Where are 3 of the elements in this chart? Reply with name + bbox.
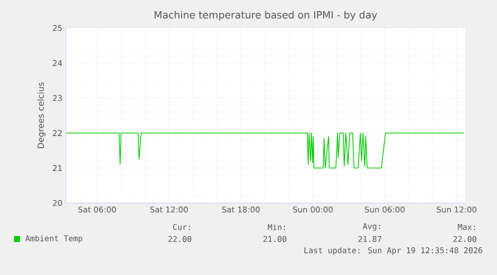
line-series [66,132,464,168]
chart-title: Machine temperature based on IPMI - by day [154,10,378,21]
y-axis-title: Degrees celcius [37,82,46,148]
